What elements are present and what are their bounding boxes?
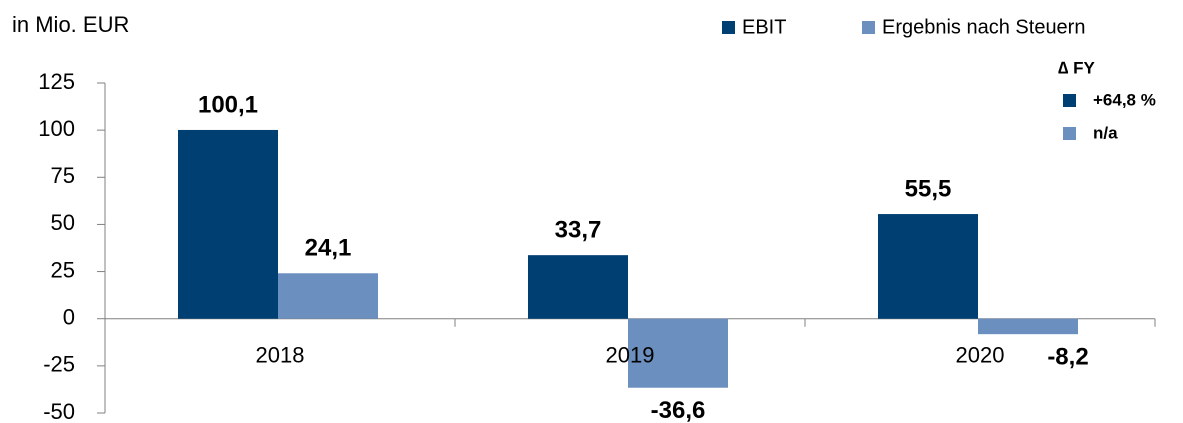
bar bbox=[978, 318, 1078, 335]
value-label: -36,6 bbox=[651, 397, 706, 423]
y-tick-label: 0 bbox=[63, 305, 75, 330]
y-tick-label: 50 bbox=[51, 210, 75, 235]
y-tick-label: 125 bbox=[38, 69, 75, 94]
annotation-swatch bbox=[1063, 127, 1076, 140]
x-tick-label: 2020 bbox=[956, 343, 1005, 368]
y-tick-label: -50 bbox=[43, 399, 75, 423]
value-label: 33,7 bbox=[555, 217, 602, 244]
y-tick-label: 25 bbox=[51, 257, 75, 282]
y-tick-label: -25 bbox=[43, 352, 75, 377]
bar bbox=[278, 273, 378, 319]
bar bbox=[628, 318, 728, 388]
legend-swatch bbox=[862, 21, 875, 34]
value-label: 24,1 bbox=[305, 235, 352, 262]
annotation-label: n/a bbox=[1093, 123, 1118, 142]
value-label: -8,2 bbox=[1047, 344, 1088, 371]
value-label: 55,5 bbox=[905, 175, 952, 202]
y-tick-label: 75 bbox=[51, 163, 75, 188]
legend-label: EBIT bbox=[742, 16, 786, 38]
annotation-label: +64,8 % bbox=[1093, 90, 1156, 109]
legend-label: Ergebnis nach Steuern bbox=[882, 16, 1085, 38]
legend-swatch bbox=[722, 21, 735, 34]
bar bbox=[878, 214, 978, 319]
annotation-swatch bbox=[1063, 94, 1076, 107]
y-tick-label: 100 bbox=[38, 116, 75, 141]
value-label: 100,1 bbox=[198, 91, 258, 118]
x-tick-label: 2018 bbox=[256, 343, 305, 368]
x-tick-label: 2019 bbox=[606, 343, 655, 368]
y-axis-label: in Mio. EUR bbox=[12, 12, 129, 37]
bar bbox=[178, 129, 278, 319]
bar bbox=[528, 255, 628, 319]
annotation-title: ∆ FY bbox=[1058, 58, 1096, 77]
